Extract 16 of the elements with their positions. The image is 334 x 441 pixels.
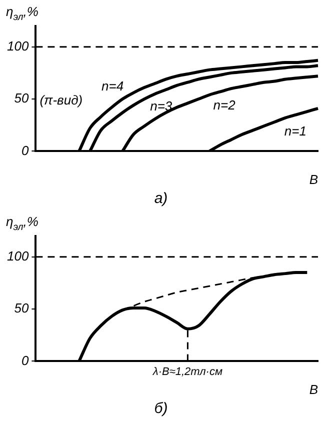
series-label: n=2 (213, 97, 236, 112)
text: а) (154, 190, 168, 208)
series-label: n=1 (284, 123, 306, 138)
annotation: (π-вид) (40, 92, 83, 108)
x-tick-label: λ·B≈1,2тл·см (152, 366, 223, 378)
y-tick-label: 50 (14, 300, 30, 316)
x-axis-title: B (309, 172, 318, 187)
y-tick-label: 100 (6, 248, 30, 264)
series-label: n=3 (150, 98, 173, 114)
y-tick-label: 100 (6, 38, 30, 54)
text: б) (154, 400, 168, 418)
x-axis-title: B (309, 382, 318, 397)
y-tick-label: 0 (21, 352, 30, 368)
series-label: n=4 (102, 78, 124, 94)
y-tick-label: 0 (21, 142, 30, 158)
y-tick-label: 50 (14, 90, 30, 106)
